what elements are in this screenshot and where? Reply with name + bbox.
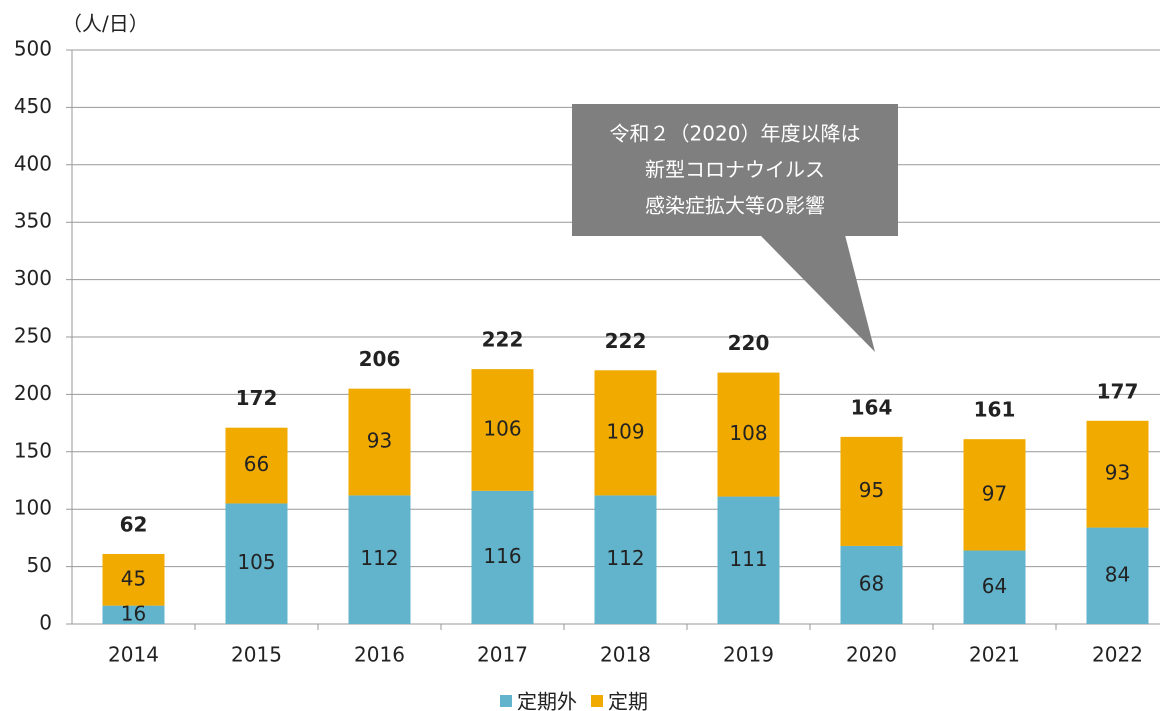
- total-label: 161: [974, 398, 1016, 422]
- x-tick-label: 2020: [846, 643, 897, 667]
- segment-label: 109: [606, 419, 644, 443]
- bar-segment: [471, 490, 534, 624]
- y-tick-label: 350: [14, 209, 52, 233]
- segment-label: 105: [237, 550, 275, 574]
- x-tick-label: 2015: [231, 643, 282, 667]
- segment-label: 116: [483, 544, 521, 568]
- bar-segment: [225, 503, 288, 624]
- y-tick-label: 100: [14, 496, 52, 520]
- y-tick-label: 400: [14, 151, 52, 175]
- y-tick-label: 500: [14, 37, 52, 61]
- bar-segment: [840, 545, 903, 624]
- y-tick-label: 450: [14, 94, 52, 118]
- total-label: 164: [851, 395, 893, 419]
- bar-segment: [840, 436, 903, 546]
- x-tick-label: 2014: [108, 643, 159, 667]
- y-tick-label: 0: [39, 611, 52, 635]
- y-tick-label: 200: [14, 381, 52, 405]
- segment-label: 112: [606, 546, 644, 570]
- segment-label: 93: [1105, 461, 1130, 485]
- total-label: 206: [359, 347, 401, 371]
- legend-swatch: [500, 695, 512, 707]
- x-tick-label: 2018: [600, 643, 651, 667]
- x-tick-label: 2022: [1092, 643, 1143, 667]
- total-label: 172: [236, 386, 278, 410]
- bar-segment: [225, 427, 288, 504]
- segment-label: 111: [729, 547, 767, 571]
- bar-segment: [1086, 420, 1149, 528]
- segment-label: 106: [483, 416, 521, 440]
- callout-text: 令和２（2020）年度以降は: [610, 122, 861, 146]
- bar-segment: [102, 605, 165, 624]
- total-label: 222: [605, 329, 647, 353]
- bar-segment: [717, 496, 780, 624]
- y-tick-label: 50: [27, 553, 52, 577]
- segment-label: 112: [360, 546, 398, 570]
- bar-segment: [963, 550, 1026, 624]
- legend-label: 定期: [608, 690, 648, 711]
- callout-text: 感染症拡大等の影響: [645, 194, 825, 218]
- legend-swatch: [591, 695, 603, 707]
- segment-label: 45: [121, 566, 146, 590]
- y-tick-label: 250: [14, 324, 52, 348]
- segment-label: 97: [982, 481, 1007, 505]
- callout-pointer: [760, 235, 875, 352]
- total-label: 222: [482, 328, 524, 352]
- y-axis-label: （人/日）: [62, 12, 149, 36]
- callout-box: [572, 104, 898, 236]
- segment-label: 95: [859, 478, 884, 502]
- bar-segment: [471, 369, 534, 491]
- bar-segment: [594, 495, 657, 624]
- bar-segment: [348, 495, 411, 624]
- bar-segment: [717, 372, 780, 497]
- bar-segment: [102, 553, 165, 606]
- segment-label: 84: [1105, 562, 1130, 586]
- x-tick-label: 2017: [477, 643, 528, 667]
- segment-label: 68: [859, 571, 884, 595]
- y-tick-label: 150: [14, 438, 52, 462]
- callout-text: 新型コロナウイルス: [645, 158, 825, 182]
- x-tick-label: 2021: [969, 643, 1020, 667]
- total-label: 220: [728, 331, 770, 355]
- bar-segment: [348, 388, 411, 496]
- bar-segment: [594, 370, 657, 496]
- bar-segment: [1086, 527, 1149, 624]
- segment-label: 93: [367, 429, 392, 453]
- x-tick-label: 2019: [723, 643, 774, 667]
- y-tick-label: 300: [14, 266, 52, 290]
- total-label: 62: [120, 512, 148, 536]
- legend-label: 定期外: [517, 690, 577, 711]
- segment-label: 64: [982, 574, 1007, 598]
- total-label: 177: [1097, 379, 1139, 403]
- bar-segment: [963, 439, 1026, 551]
- segment-label: 108: [729, 421, 767, 445]
- x-tick-label: 2016: [354, 643, 405, 667]
- segment-label: 66: [244, 452, 269, 476]
